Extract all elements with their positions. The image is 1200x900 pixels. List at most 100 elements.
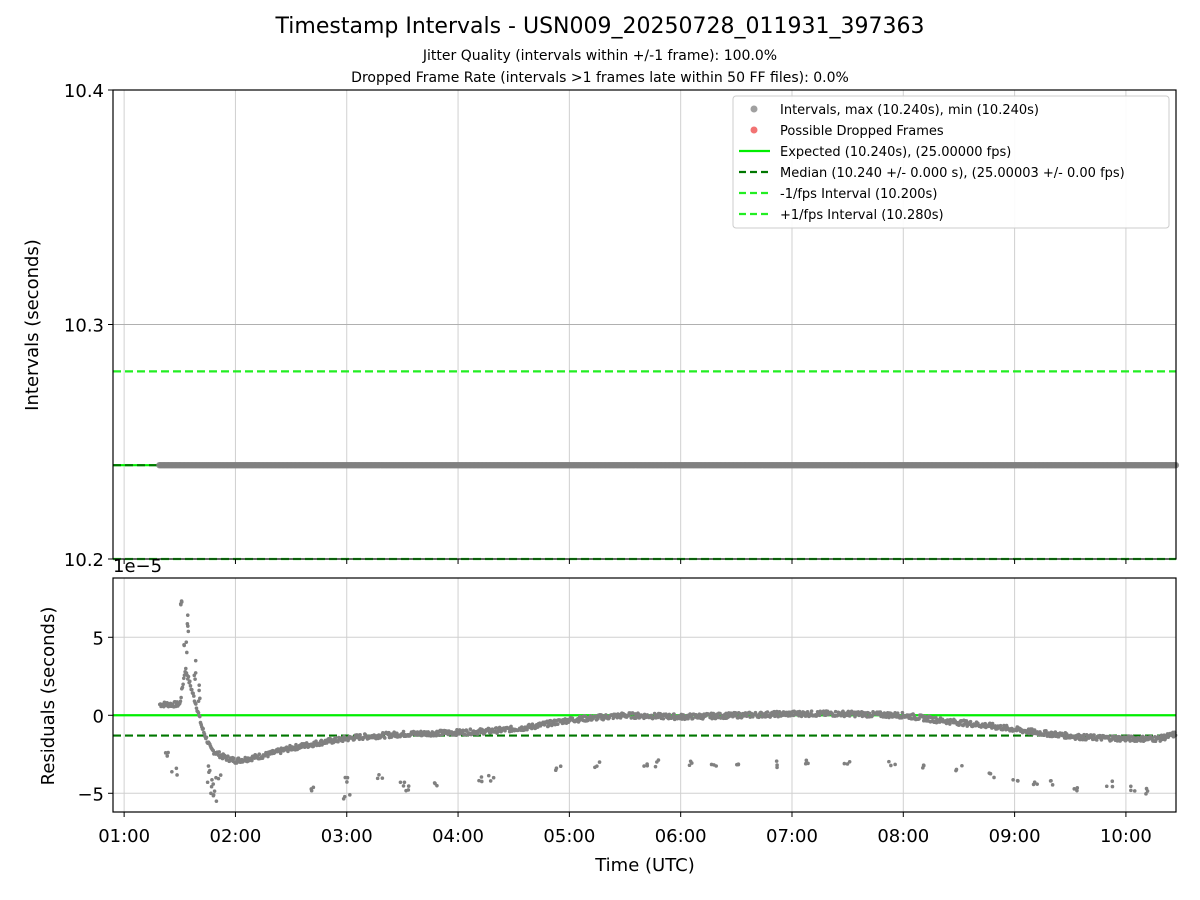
residual-outlier-point <box>218 773 223 777</box>
residual-outlier-point <box>491 775 496 780</box>
residual-outlier-point <box>709 762 714 767</box>
residual-point <box>192 694 196 698</box>
legend-label-1: Possible Dropped Frames <box>780 124 944 139</box>
residual-outlier-point <box>987 771 992 775</box>
residuals-x-tick-label: 06:00 <box>655 826 707 847</box>
residuals-x-ticks: 01:00 02:00 03:00 04:00 05:00 06:00 07:00 08:00… <box>98 559 1152 847</box>
residuals-y-ticks: −5 0 5 <box>77 628 113 805</box>
residual-peak-point <box>186 629 191 634</box>
legend-label-2: Expected (10.240s), (25.00000 fps) <box>780 145 1011 160</box>
residuals-x-tick-label: 09:00 <box>989 826 1041 847</box>
residuals-panel: −5 0 5 01:00 02:00 03:00 04:00 05:00 06:00 07:00… <box>38 556 1178 876</box>
residual-point <box>744 714 749 719</box>
residual-outlier-point <box>1075 786 1080 790</box>
residuals-scatter <box>157 599 1178 803</box>
residual-peak-point <box>198 696 202 701</box>
residual-outlier-point <box>477 778 481 783</box>
residual-outlier-point <box>893 762 897 767</box>
residual-outlier-point <box>597 760 602 764</box>
residual-point <box>1030 731 1035 736</box>
residual-point <box>186 674 191 679</box>
residual-outlier-point <box>380 776 385 780</box>
residuals-y-tick-label: 0 <box>93 706 104 727</box>
residual-point <box>278 751 283 756</box>
residual-outlier-point <box>214 799 219 803</box>
residual-outlier-point <box>209 791 213 796</box>
legend: Intervals, max (10.240s), min (10.240s) P… <box>732 95 1170 229</box>
residual-point <box>1139 739 1143 743</box>
residual-outlier-point <box>921 763 926 767</box>
legend-label-0: Intervals, max (10.240s), min (10.240s) <box>780 103 1039 118</box>
legend-box <box>732 95 1170 229</box>
residuals-plot-area <box>113 578 1176 812</box>
residual-outlier-point <box>714 764 718 768</box>
residuals-x-tick-label: 04:00 <box>432 826 484 847</box>
residual-peak-point <box>179 602 183 607</box>
residual-point <box>809 709 814 713</box>
residual-point <box>652 711 657 716</box>
residual-outlier-point <box>479 775 484 779</box>
jitter-quality-subtitle: Jitter Quality (intervals within +/-1 fr… <box>422 48 778 64</box>
residual-outlier-point <box>842 761 847 766</box>
residual-point <box>893 710 897 715</box>
residual-point <box>204 735 209 740</box>
residual-point <box>217 750 221 754</box>
residual-peak-point <box>192 673 197 678</box>
residual-point <box>250 758 254 763</box>
residual-point <box>494 726 499 730</box>
residual-outlier-point <box>210 778 214 782</box>
residual-point <box>990 721 995 726</box>
residual-outlier-point <box>645 764 650 768</box>
residual-point <box>475 732 480 736</box>
residual-outlier-point <box>1110 784 1115 789</box>
residual-outlier-point <box>211 793 216 797</box>
residual-point <box>998 723 1003 728</box>
residual-point <box>964 719 969 723</box>
residual-outlier-point <box>1032 780 1037 785</box>
residual-point <box>178 699 183 704</box>
residual-point <box>232 756 236 761</box>
residual-outlier-point <box>174 766 179 771</box>
residual-outlier-point <box>642 764 646 768</box>
residuals-x-tick-label: 08:00 <box>877 826 929 847</box>
residual-outlier-point <box>775 765 779 770</box>
residual-point <box>917 716 921 721</box>
residual-point <box>358 733 362 737</box>
residual-point <box>183 666 188 671</box>
residual-point <box>805 710 810 714</box>
residual-outlier-point <box>479 779 484 784</box>
residual-point <box>383 736 387 740</box>
residual-point <box>931 716 935 720</box>
residual-outlier-point <box>593 765 597 770</box>
residuals-x-tick-label: 10:00 <box>1100 826 1152 847</box>
residual-point <box>196 710 201 715</box>
residual-point <box>519 725 524 729</box>
residual-outlier-point <box>206 764 211 768</box>
residual-point <box>226 754 230 759</box>
residual-outlier-point <box>348 793 352 797</box>
residual-point <box>463 732 467 737</box>
residual-outlier-point <box>736 762 741 767</box>
residual-outlier-point <box>1144 792 1148 796</box>
residual-outlier-point <box>406 788 411 792</box>
residual-point <box>188 684 193 688</box>
residual-point <box>181 682 185 687</box>
residual-outlier-point <box>165 754 170 758</box>
residual-point <box>525 727 529 732</box>
residual-outlier-point <box>212 789 217 793</box>
residuals-x-tick-label: 07:00 <box>766 826 818 847</box>
residual-point <box>1141 734 1145 739</box>
residual-point <box>201 726 205 731</box>
residual-peak-point <box>197 688 201 693</box>
residual-outlier-point <box>1015 778 1020 783</box>
residual-point <box>1082 732 1086 737</box>
residuals-x-tick-label: 02:00 <box>210 826 262 847</box>
residual-outlier-point <box>309 788 314 793</box>
residual-point <box>661 716 666 721</box>
residual-point <box>765 710 770 714</box>
residual-point <box>1094 738 1099 742</box>
residual-point <box>181 676 186 681</box>
residual-outlier-point <box>401 784 406 788</box>
residual-outlier-point <box>343 775 348 780</box>
residual-outlier-point <box>208 768 212 773</box>
